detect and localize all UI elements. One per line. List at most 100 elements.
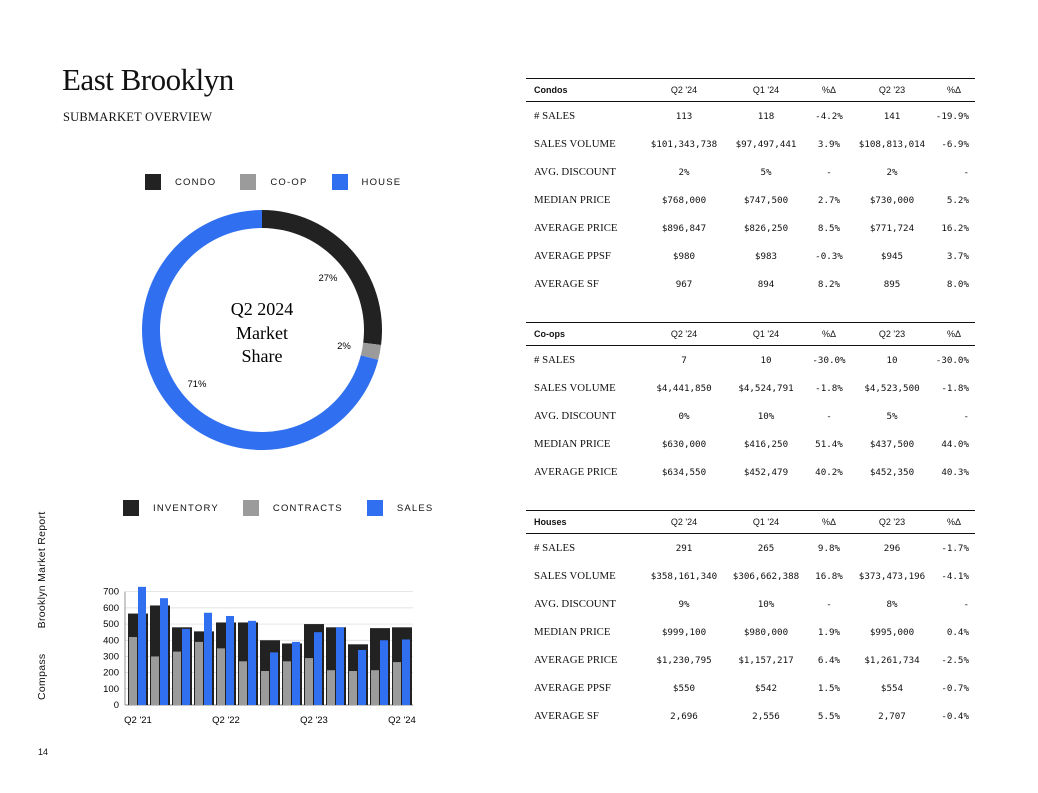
table-cell: 51.4% [815,438,843,450]
table-cell: $108,813,014 [858,138,926,150]
table-cell: $768,000 [661,194,707,206]
table-cell: $306,662,388 [732,570,800,582]
row-label: MEDIAN PRICE [534,626,611,638]
y-tick-label: 0 [114,700,119,711]
x-tick-label: Q2 '24 [388,715,416,726]
table-cell: 8.2% [817,278,841,290]
table-cell: $1,261,734 [864,654,920,666]
table-cell: $630,000 [661,438,707,450]
slice-label-house: 71% [187,379,207,390]
table-cell: 8.5% [817,222,841,234]
table-cell: 5% [886,410,898,422]
bar-sales [248,620,256,705]
legend-swatch-sales [366,500,383,516]
column-header: %Δ [934,322,975,346]
bar-contracts [327,670,335,705]
table-cell: 141 [883,110,901,122]
slice-label-condo: 27% [318,273,338,284]
row-label: AVERAGE SF [534,278,599,290]
table-cell: 1.9% [817,626,841,638]
y-tick-label: 100 [103,684,119,695]
bar-contracts [283,661,291,705]
report-name: Brooklyn Market Report [36,511,48,629]
row-label: SALES VOLUME [534,570,616,582]
table-cell: $1,230,795 [656,654,712,666]
table-row: AVERAGE PRICE $634,550 $452,479 40.2% $452,3… [526,458,975,486]
table-cell: 2,707 [878,710,906,722]
bar-contracts [349,671,357,705]
bar-sales [402,639,410,705]
table-cell: $4,441,850 [656,382,712,394]
table-cell: 0% [678,410,690,422]
table-cell: 44.0% [941,438,969,450]
bar-contracts [129,637,137,705]
market-share-donut: 27% 2% 71% Q2 2024 Market Share [142,210,382,450]
table-cell: - [826,410,832,422]
table-cell: $4,524,791 [738,382,794,394]
table-cell: 5.5% [817,710,841,722]
table-cell: $634,550 [661,466,707,478]
bar-sales [204,612,212,705]
table-cell: -0.3% [815,250,843,262]
table-cell: $995,000 [869,626,915,638]
row-label: AVG. DISCOUNT [534,410,616,422]
table-cell: -2.5% [941,654,969,666]
y-tick-label: 600 [103,603,119,614]
table-header-row: Co-ops Q2 '24 Q1 '24 %Δ Q2 '23 %Δ [526,322,975,346]
bar-contracts [371,670,379,705]
x-tick-label: Q2 '21 [124,715,152,726]
table-cell: $980,000 [743,626,789,638]
table-cell: -30.0% [812,354,846,366]
y-tick-label: 700 [103,587,119,598]
table-cell: $1,157,217 [738,654,794,666]
table-row: MEDIAN PRICE $630,000 $416,250 51.4% $437,50… [526,430,975,458]
table-row: AVG. DISCOUNT 0% 10% - 5% - [526,402,975,430]
table-cell: - [963,410,969,422]
table-cell: $373,473,196 [858,570,926,582]
legend-label-sales: SALES [396,502,434,514]
bar-sales [226,615,234,705]
column-header: Q2 '23 [850,510,934,534]
table-cell: 10 [886,354,898,366]
row-label: AVERAGE PRICE [534,466,618,478]
bar-sales [270,652,278,705]
row-label: AVERAGE PPSF [534,682,611,694]
donut-slice-coop [360,342,382,360]
table-cell: 118 [757,110,775,122]
table-cell: $983 [754,250,778,262]
table-cell: 3.9% [817,138,841,150]
table-cell: 5% [760,166,772,178]
bar-sales [138,586,146,705]
table-row: # SALES 7 10 -30.0% 10 -30.0% [526,346,975,375]
row-label: # SALES [534,110,576,122]
share-legend: CONDO CO-OP HOUSE [145,174,425,190]
column-header: Q1 '24 [724,510,808,534]
bar-sales [160,598,168,705]
bar-sales [380,640,388,705]
legend-label-inventory: INVENTORY [153,502,219,514]
table-row: AVERAGE SF 967 894 8.2% 895 8.0% [526,270,975,298]
legend-swatch-house [331,174,348,190]
donut-center-line-1: Q2 2024 [231,299,294,319]
row-label: # SALES [534,542,576,554]
x-tick-label: Q2 '23 [300,715,328,726]
bar-sales [314,632,322,705]
table-title: Houses [526,510,644,534]
legend-label-house: HOUSE [361,176,402,188]
column-header: %Δ [808,322,850,346]
table-cell: $452,479 [743,466,789,478]
legend-swatch-condo [145,174,161,190]
table-cell: 2.7% [817,194,841,206]
y-tick-label: 300 [103,651,119,662]
table-cell: $4,523,500 [864,382,920,394]
row-label: # SALES [534,354,576,366]
table-header-row: Houses Q2 '24 Q1 '24 %Δ Q2 '23 %Δ [526,510,975,534]
table-cell: - [963,598,969,610]
table-title: Condos [526,78,644,102]
table-row: SALES VOLUME $358,161,340 $306,662,388 16.8… [526,562,975,590]
brand-name: Compass [36,653,48,700]
page-title: East Brooklyn [62,62,234,97]
table-cell: 8.0% [946,278,969,290]
legend-label-coop: CO-OP [270,176,308,188]
table-cell: $771,724 [869,222,915,234]
